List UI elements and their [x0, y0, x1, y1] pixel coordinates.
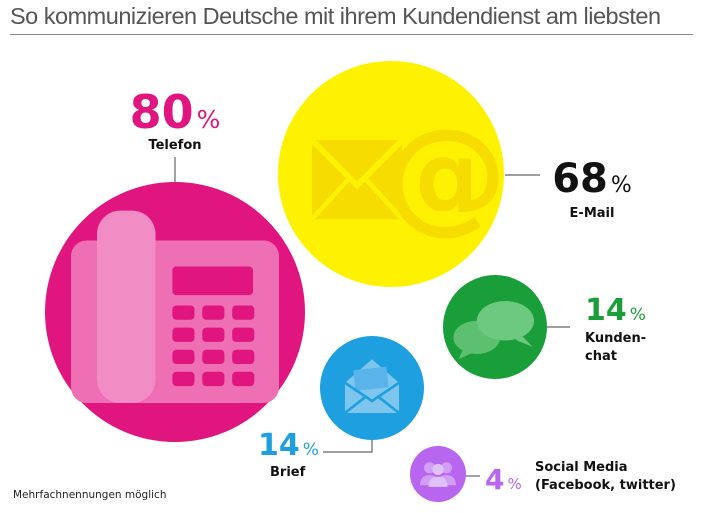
value-label: 68%	[552, 156, 632, 202]
category-label: E-Mail	[570, 206, 615, 221]
people-icon	[420, 462, 456, 487]
value-unit: %	[197, 105, 221, 134]
value-number: 14	[258, 428, 300, 463]
footnote: Mehrfachnennungen möglich	[13, 489, 167, 501]
category-label: (Facebook, twitter)	[535, 478, 676, 493]
value-number: 80	[130, 85, 194, 139]
leader-line	[323, 440, 373, 453]
value-unit: %	[630, 305, 646, 325]
chart-title: So kommunizieren Deutsche mit ihrem Kund…	[10, 3, 661, 29]
category-label: Brief	[270, 465, 306, 480]
value-label: 80%	[130, 85, 221, 139]
value-number: 4	[485, 463, 504, 496]
telephone-icon	[71, 210, 279, 403]
bubble-group: @68 % E-Mail	[278, 61, 632, 287]
value-unit: %	[507, 475, 521, 493]
chat-bubbles-icon	[453, 301, 534, 360]
email-at-icon: @	[309, 103, 507, 247]
category-label: Kunden-	[585, 331, 646, 346]
value-number: 14	[585, 293, 627, 328]
bubble-group: 4 % Social Media (Facebook, twitter)	[410, 446, 676, 502]
bubble-group: 80 %Telefon	[45, 85, 305, 442]
category-label: chat	[585, 349, 617, 364]
title-divider	[10, 34, 693, 35]
value-number: 68	[552, 156, 608, 202]
category-label: Telefon	[148, 138, 201, 153]
bubble-group: 14 % Brief	[258, 336, 424, 480]
value-label: 4%	[485, 463, 522, 496]
value-label: 14%	[258, 428, 319, 463]
svg-text:@: @	[383, 103, 507, 247]
value-unit: %	[611, 173, 632, 198]
category-label: Social Media	[535, 460, 628, 475]
value-label: 14%	[585, 293, 646, 328]
letter-icon	[344, 359, 400, 414]
bubble-group: 14 % Kunden-chat	[443, 275, 646, 379]
value-unit: %	[303, 440, 319, 460]
